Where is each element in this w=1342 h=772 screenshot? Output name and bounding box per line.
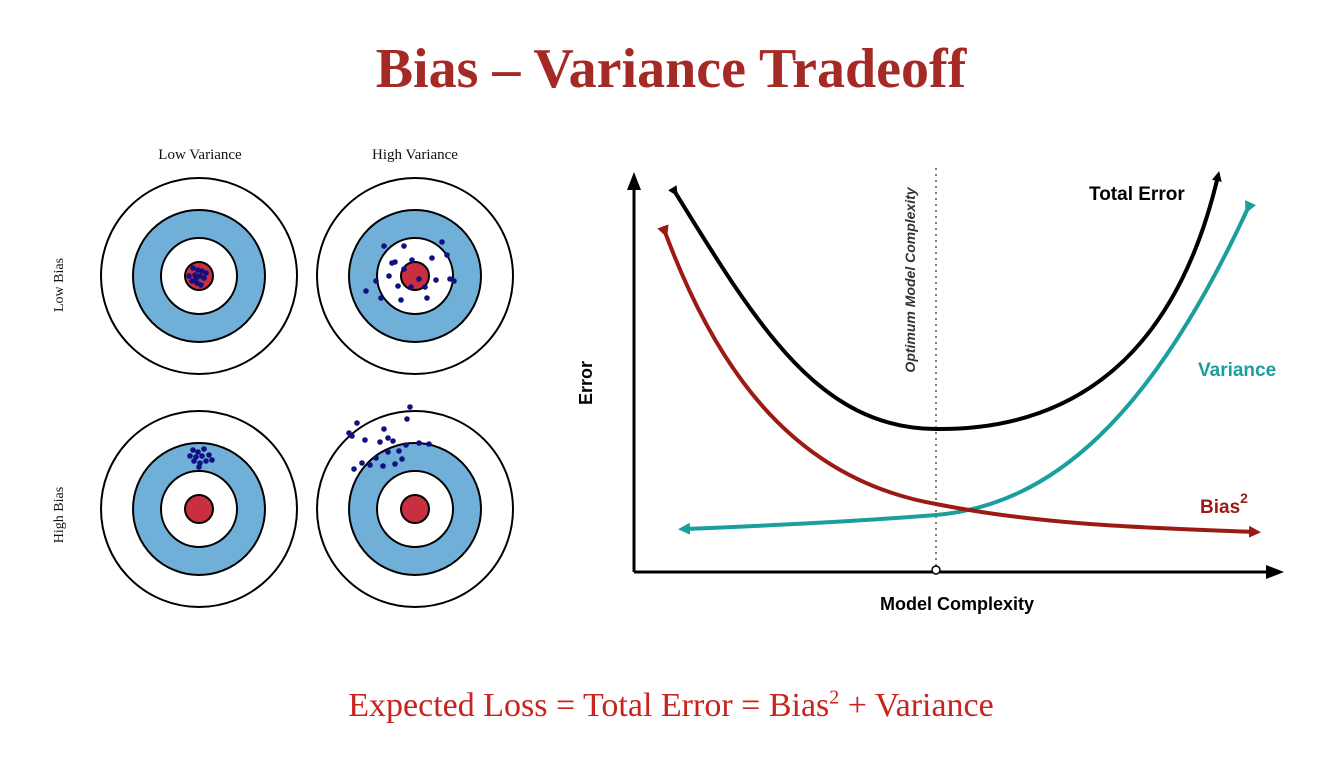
shot-dot <box>385 449 391 455</box>
shot-dot <box>389 260 395 266</box>
target-low-bias-high-variance <box>316 177 514 375</box>
shot-dot <box>398 297 404 303</box>
shot-dot <box>416 440 422 446</box>
shot-dot <box>367 462 373 468</box>
shot-dot <box>351 466 357 472</box>
series-bias-superscript: 2 <box>1240 490 1248 506</box>
shot-dot <box>201 275 207 281</box>
x-axis-label: Model Complexity <box>880 594 1034 614</box>
target-low-bias-low-variance <box>100 177 298 375</box>
shot-dot <box>190 265 196 271</box>
shot-dot <box>401 266 407 272</box>
shot-dot <box>416 276 422 282</box>
series-total-error-curve <box>668 171 1222 432</box>
formula-left: Expected Loss = Total Error = Bias <box>348 687 830 724</box>
formula-superscript: 2 <box>829 686 840 709</box>
series-bias-name: Bias <box>1200 497 1240 518</box>
column-label-high-variance: High Variance <box>372 147 458 163</box>
target-bullseye <box>184 494 214 524</box>
series-bias-curve <box>657 224 1261 538</box>
row-label-low-bias: Low Bias <box>52 258 67 312</box>
shot-dot <box>444 252 450 258</box>
page-title: Bias – Variance Tradeoff <box>375 38 967 100</box>
shot-dot <box>404 416 410 422</box>
shot-dot <box>187 453 193 459</box>
formula-right: + Variance <box>839 687 994 724</box>
shot-dot <box>198 282 204 288</box>
shot-dot <box>199 453 205 459</box>
expected-loss-formula: Expected Loss = Total Error = Bias2 + Va… <box>0 684 1342 728</box>
shot-dot <box>203 270 209 276</box>
shot-dot <box>201 446 207 452</box>
shot-dot <box>186 273 192 279</box>
y-axis-label: Error <box>576 361 596 405</box>
shot-dot <box>386 273 392 279</box>
row-label-high-bias: High Bias <box>52 487 67 543</box>
shot-dot <box>191 458 197 464</box>
column-label-low-variance: Low Variance <box>158 147 242 163</box>
shot-dot <box>378 295 384 301</box>
shot-dot <box>399 456 405 462</box>
shot-dot <box>193 276 199 282</box>
shot-dot <box>422 284 428 290</box>
shot-dot <box>373 455 379 461</box>
shot-dot <box>349 433 355 439</box>
shot-dot <box>408 284 414 290</box>
target-bullseye <box>400 261 430 291</box>
shot-dot <box>407 404 413 410</box>
shot-dot <box>209 457 215 463</box>
target-high-bias-low-variance <box>100 410 298 608</box>
optimum-marker <box>931 565 941 575</box>
shot-dot <box>439 239 445 245</box>
shot-dot <box>196 464 202 470</box>
shot-dot <box>381 243 387 249</box>
shot-dot <box>385 435 391 441</box>
series-variance-label: Variance <box>1198 360 1276 381</box>
series-total-error-label: Total Error <box>1089 184 1185 205</box>
target-high-bias-high-variance <box>316 404 514 608</box>
shot-dot <box>396 448 402 454</box>
shot-dot <box>373 278 379 284</box>
shot-dot <box>354 420 360 426</box>
shot-dot <box>392 461 398 467</box>
series-bias-label: Bias2 <box>1200 490 1248 518</box>
shot-dot <box>203 458 209 464</box>
optimum-label: Optimum Model Complexity <box>902 186 918 372</box>
shot-dot <box>381 426 387 432</box>
shot-dot <box>403 442 409 448</box>
shot-dot <box>390 438 396 444</box>
shot-dot <box>401 243 407 249</box>
shot-dot <box>362 437 368 443</box>
shot-dot <box>190 447 196 453</box>
shot-dot <box>429 255 435 261</box>
shot-dot <box>195 449 201 455</box>
shot-dot <box>206 452 212 458</box>
shot-dot <box>395 283 401 289</box>
shot-dot <box>359 460 365 466</box>
shot-dot <box>433 277 439 283</box>
series-variance-curve <box>678 200 1256 535</box>
shot-dot <box>447 276 453 282</box>
shot-dot <box>363 288 369 294</box>
shot-dot <box>380 463 386 469</box>
shot-dot <box>409 257 415 263</box>
tradeoff-chart: Optimum Model Complexity Total Error Var… <box>576 168 1284 614</box>
shot-dot <box>377 439 383 445</box>
shot-dot <box>426 441 432 447</box>
shot-dot <box>424 295 430 301</box>
target-bullseye <box>400 494 430 524</box>
bias-variance-targets: Low Variance High Variance Low Bias High… <box>52 147 514 608</box>
